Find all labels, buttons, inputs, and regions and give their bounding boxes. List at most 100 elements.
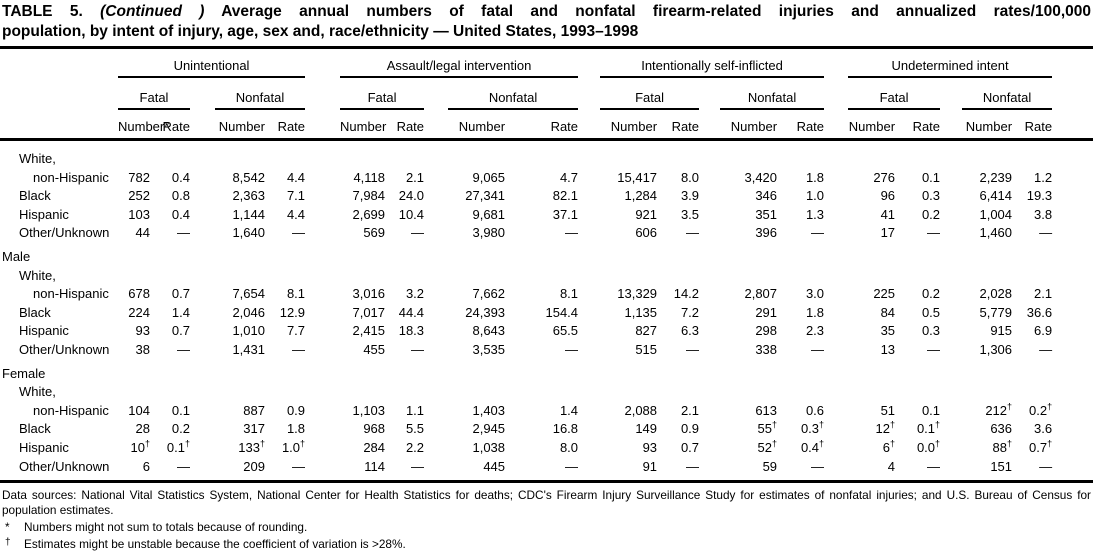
data-cell: 3,980 xyxy=(472,225,506,241)
spacer xyxy=(1052,341,1093,360)
data-cell: 0.6 xyxy=(805,402,825,418)
spacer xyxy=(578,206,600,225)
spacer xyxy=(699,402,720,421)
subgroup-header: Fatal xyxy=(600,77,700,110)
dagger-flag: † xyxy=(819,419,825,430)
data-cell: — xyxy=(177,225,190,241)
data-cell: 93 xyxy=(135,323,150,339)
spacer xyxy=(578,169,600,188)
data-cell: 291 xyxy=(755,304,778,320)
data-cell: 0.3† xyxy=(800,419,825,437)
data-cell: 133† xyxy=(238,438,265,455)
data-cell: 7,662 xyxy=(472,286,506,302)
data-cell: 8.0 xyxy=(559,439,579,455)
spacer xyxy=(824,224,848,243)
spacer xyxy=(940,285,962,304)
data-cell: 8,643 xyxy=(472,323,506,339)
spacer xyxy=(1052,224,1093,243)
data-cell: 10.4 xyxy=(398,206,425,222)
spacer xyxy=(699,206,720,225)
data-cell: 15,417 xyxy=(617,169,658,185)
data-cell: 1.1 xyxy=(405,402,425,418)
column-header: Number xyxy=(600,109,658,141)
spacer xyxy=(699,285,720,304)
data-cell: 1,103 xyxy=(352,402,386,418)
data-cell: 2,807 xyxy=(744,286,778,302)
spacer xyxy=(940,458,962,482)
spacer xyxy=(424,458,448,482)
data-cell: 17 xyxy=(880,225,896,241)
data-cell: 0.9 xyxy=(286,402,306,418)
spacer xyxy=(305,322,340,341)
spacer xyxy=(578,458,600,482)
data-cell: 3.2 xyxy=(405,286,425,302)
spacer xyxy=(190,285,215,304)
data-cell: 1,284 xyxy=(624,188,658,204)
table-title-line2: population, by intent of injury, age, se… xyxy=(2,23,639,40)
dagger-flag: † xyxy=(300,438,306,449)
data-cell: 5,779 xyxy=(979,304,1013,320)
spacer xyxy=(424,109,449,141)
data-cell: 0.8 xyxy=(171,188,190,204)
column-header: Rate xyxy=(385,109,425,141)
data-cell: 209 xyxy=(243,458,265,474)
spacer xyxy=(190,458,215,482)
table-row: White, xyxy=(0,267,1093,286)
data-cell: 2.1 xyxy=(405,169,425,185)
section-row: Female xyxy=(0,360,1093,384)
spacer xyxy=(305,49,340,77)
data-cell: 114 xyxy=(364,458,386,474)
subgroup-header-row: Fatal Nonfatal Fatal Nonfatal Fatal Nonfatal F… xyxy=(0,77,1093,110)
table-row: Other/Unknown 6 — 209 — 114 — 445 — 91 — 59 — 4 — 151 — xyxy=(0,458,1093,482)
group-header-row: Unintentional Assault/legal intervention I… xyxy=(0,49,1093,78)
data-cell: 44.4 xyxy=(398,304,425,320)
data-cell: 4,118 xyxy=(353,169,386,185)
table-row: non-Hispanic 782 0.4 8,542 4.4 4,118 2.1 9,065 4… xyxy=(0,169,1093,188)
data-cell: 0.4† xyxy=(800,438,825,455)
data-cell: 4.4 xyxy=(286,169,306,185)
data-cell: 2.1 xyxy=(1034,286,1053,302)
spacer xyxy=(190,439,215,458)
dagger-flag: † xyxy=(890,438,896,449)
row-label: Black xyxy=(19,421,51,437)
footnote-asterisk-text: Numbers might not sum to totals because … xyxy=(24,520,308,535)
data-cell: 0.1 xyxy=(921,169,941,185)
spacer xyxy=(424,341,448,360)
spacer xyxy=(1052,49,1093,77)
data-cell: 24,393 xyxy=(465,304,506,320)
spacer xyxy=(1052,109,1093,141)
spacer xyxy=(824,439,848,458)
column-header: Rate xyxy=(150,109,190,141)
spacer xyxy=(424,439,448,458)
data-cell: — xyxy=(177,458,190,474)
table-row: Other/Unknown 38 — 1,431 — 455 — 3,535 — 515 — 338 —… xyxy=(0,341,1093,360)
data-cell: 7,017 xyxy=(352,304,386,320)
data-cell: 1,460 xyxy=(979,225,1013,241)
data-cell: 104 xyxy=(128,402,150,418)
spacer xyxy=(824,77,848,109)
spacer xyxy=(699,109,721,141)
table-title: TABLE 5. (Continued ) Average annual num… xyxy=(0,0,1093,42)
column-header: Number* xyxy=(118,109,169,141)
table-row: White, xyxy=(0,383,1093,402)
data-cell: 782 xyxy=(128,169,150,185)
spacer xyxy=(824,109,849,141)
spacer xyxy=(699,224,720,243)
data-cell: 6,414 xyxy=(979,188,1013,204)
data-cell: 12.9 xyxy=(279,304,306,320)
asterisk-marker: * xyxy=(5,520,10,535)
row-label: non-Hispanic xyxy=(33,286,109,302)
footnote-dagger-text: Estimates might be unstable because the … xyxy=(24,537,406,552)
data-cell: 7.7 xyxy=(286,323,306,339)
dagger-flag: † xyxy=(935,438,941,449)
spacer xyxy=(1052,187,1093,206)
spacer xyxy=(940,224,962,243)
data-cell: 28 xyxy=(135,421,150,437)
spacer xyxy=(578,304,600,323)
data-cell: 1.0† xyxy=(281,438,306,455)
data-cell: 225 xyxy=(873,286,896,302)
spacer xyxy=(940,402,962,421)
data-cell: — xyxy=(811,225,825,241)
data-cell: 2.1 xyxy=(680,402,700,418)
